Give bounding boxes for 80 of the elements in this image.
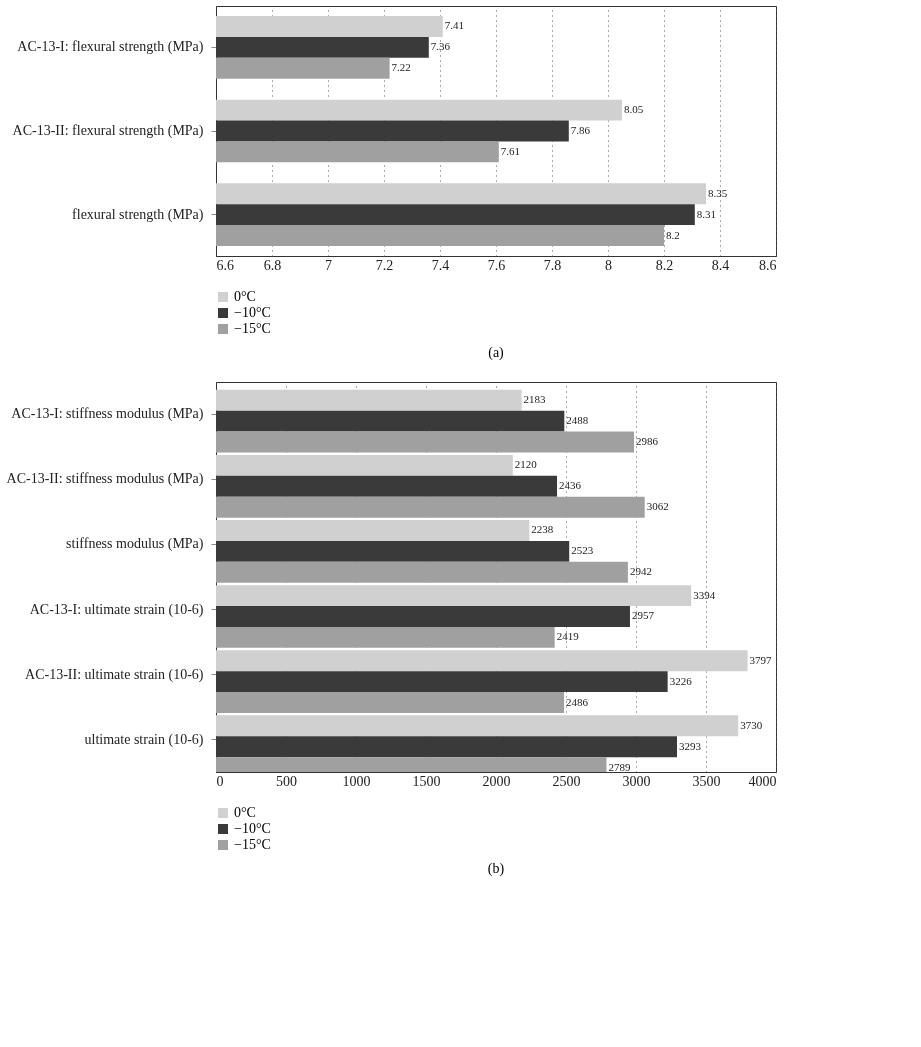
x-tick-label: 0 — [216, 773, 224, 789]
x-tick-label: 8.6 — [759, 257, 777, 273]
bar — [216, 389, 522, 411]
data-label: 3394 — [693, 588, 716, 601]
x-tick-label: 7.6 — [487, 257, 506, 273]
data-label: 3062 — [646, 500, 669, 513]
data-label: 2488 — [566, 414, 589, 427]
data-label: 7.36 — [430, 40, 451, 53]
legend-label: 0°C — [234, 289, 256, 304]
x-tick-label: 1000 — [342, 773, 371, 789]
data-label: 3293 — [679, 739, 702, 752]
bar — [216, 431, 635, 453]
legend-label: −15°C — [234, 837, 271, 852]
data-label: 3797 — [749, 653, 773, 666]
x-tick-label: 2000 — [482, 773, 511, 789]
x-tick-label: 3000 — [622, 773, 651, 789]
x-tick-label: 2500 — [552, 773, 581, 789]
legend-label: 0°C — [234, 805, 256, 820]
y-tick-label: stiffness modulus (MPa) — [66, 536, 204, 553]
data-label: 2942 — [629, 565, 652, 578]
data-label: 2419 — [556, 630, 580, 643]
bar — [216, 585, 692, 607]
y-tick-label: flexural strength (MPa) — [72, 206, 204, 223]
legend-label: −15°C — [234, 321, 271, 336]
bar — [216, 520, 530, 541]
data-label: 2183 — [523, 393, 547, 406]
x-tick-label: 6.6 — [216, 257, 234, 273]
bar — [216, 454, 513, 476]
data-label: 8.35 — [708, 186, 728, 199]
data-label: 7.61 — [500, 144, 521, 157]
data-label: 2957 — [631, 609, 655, 622]
bar — [216, 410, 565, 432]
bar — [216, 496, 645, 518]
x-tick-label: 8.2 — [655, 257, 674, 273]
data-label: 3730 — [740, 718, 763, 731]
data-label: 2986 — [636, 435, 659, 448]
x-tick-label: 7.2 — [375, 257, 394, 273]
data-label: 2789 — [608, 760, 631, 773]
data-label: 3226 — [669, 674, 693, 687]
data-label: 8.2 — [666, 228, 680, 241]
text: (a) — [488, 345, 505, 361]
y-tick-label: AC-13-II: flexural strength (MPa) — [12, 123, 204, 139]
data-label: 2120 — [514, 458, 538, 471]
data-label: 8.05 — [624, 103, 644, 116]
bar — [216, 715, 739, 737]
bar — [216, 626, 555, 648]
x-tick-label: 8 — [605, 257, 612, 273]
data-label: 7.41 — [444, 19, 465, 32]
y-tick-label: ultimate strain (10-6) — [84, 731, 204, 748]
x-tick-label: 7 — [325, 257, 332, 273]
data-label: 8.31 — [696, 207, 717, 220]
legend-label: −10°C — [234, 821, 271, 836]
x-tick-label: 3500 — [692, 773, 721, 789]
x-tick-label: 8.4 — [711, 257, 730, 273]
x-tick-label: 7.4 — [431, 257, 450, 273]
y-tick-label: AC-13-I: flexural strength (MPa) — [17, 39, 204, 56]
data-label: 2486 — [566, 695, 589, 708]
bar — [216, 671, 668, 693]
x-tick-label: 1500 — [412, 773, 441, 789]
y-tick-label: AC-13-II: stiffness modulus (MPa) — [6, 471, 204, 488]
x-tick-label: 500 — [276, 773, 297, 789]
y-tick-label: AC-13-I: stiffness modulus (MPa) — [11, 406, 204, 423]
x-tick-label: 4000 — [748, 773, 777, 789]
bar — [216, 475, 558, 497]
data-label: 2436 — [559, 479, 582, 492]
data-label: 7.22 — [391, 61, 411, 74]
x-tick-label: 7.8 — [543, 257, 562, 273]
legend-label: −10°C — [234, 305, 271, 320]
text: (b) — [487, 861, 505, 877]
data-label: 2238 — [531, 523, 554, 536]
bar — [216, 692, 565, 713]
bar — [216, 606, 630, 627]
bar — [216, 540, 570, 562]
y-tick-label: AC-13-I: ultimate strain (10-6) — [29, 601, 204, 618]
y-tick-label: AC-13-II: ultimate strain (10-6) — [25, 666, 204, 683]
data-label: 2523 — [571, 544, 594, 557]
bar — [216, 561, 628, 583]
x-tick-label: 6.8 — [263, 257, 282, 273]
bar — [216, 650, 748, 672]
data-label: 7.86 — [570, 124, 591, 136]
